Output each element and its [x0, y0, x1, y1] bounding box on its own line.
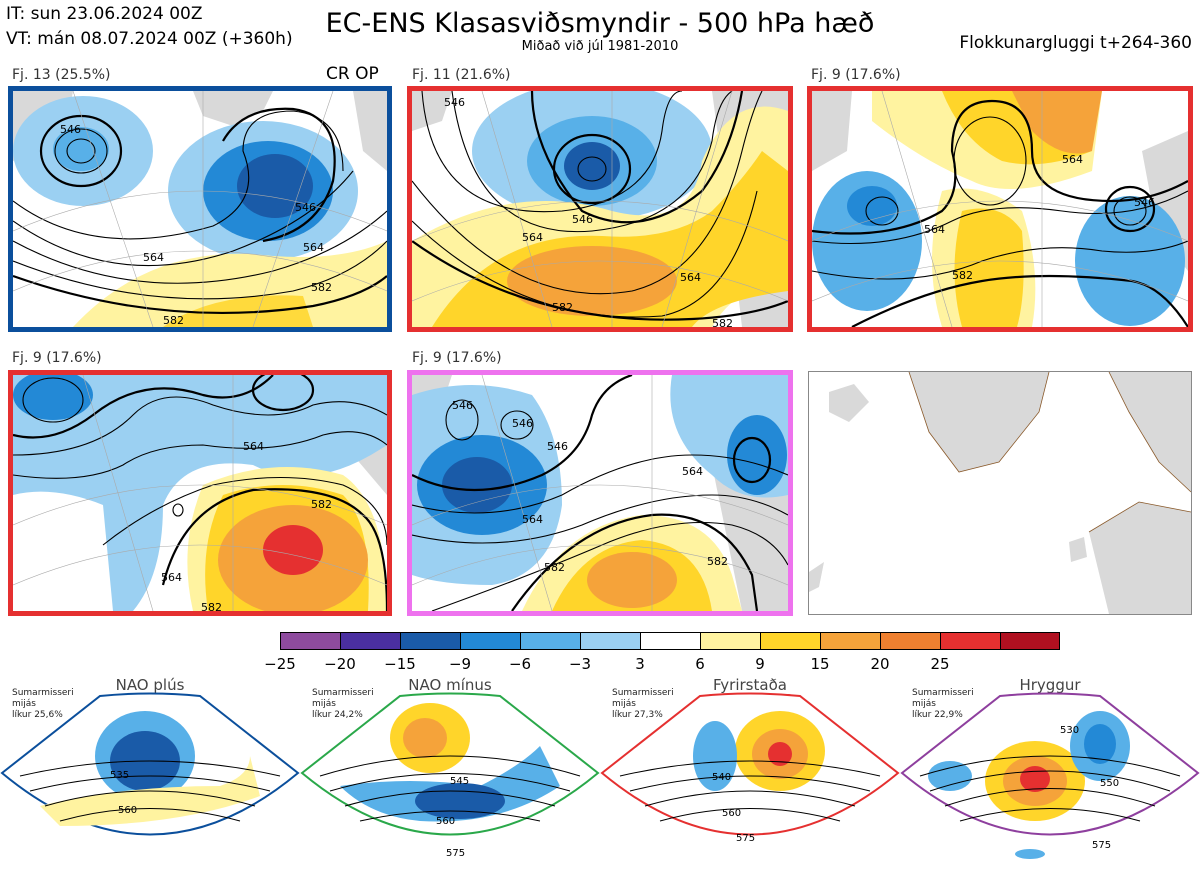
regime-ridge[interactable]: Hryggur Sumarmisseri mijás líkur 22,9% 530… [900, 676, 1200, 871]
colorbar-tick-label: −25 [264, 655, 296, 673]
cluster-map-1[interactable]: 546 564 546 564 582 582 [8, 86, 392, 332]
colorbar-segment [1000, 632, 1060, 650]
colorbar-tick-label: −6 [508, 655, 532, 673]
contour-label: 582 [952, 269, 973, 282]
contour-label: 575 [446, 848, 465, 859]
contour-label: 546 [1134, 196, 1155, 209]
colorbar-segment [340, 632, 400, 650]
contour-label: 582 [707, 555, 728, 568]
contour-label: 564 [143, 251, 164, 264]
regime-title: NAO plús [115, 676, 185, 694]
colorbar-segment [940, 632, 1000, 650]
contour-label: 546 [444, 96, 465, 109]
page-title: EC-ENS Klasasviðsmyndir - 500 hPa hæð [325, 8, 875, 39]
contour-label: 540 [712, 772, 731, 783]
contour-label: 582 [163, 314, 184, 327]
contour-label: 564 [1062, 153, 1083, 166]
contour-label: 564 [522, 513, 543, 526]
colorbar-segment [400, 632, 460, 650]
colorbar-tick-label: 9 [755, 655, 765, 673]
colorbar-segment [580, 632, 640, 650]
contour-label: 564 [522, 231, 543, 244]
contour-label: 582 [311, 498, 332, 511]
contour-label: 575 [736, 833, 755, 844]
colorbar-tick-label: 6 [695, 655, 705, 673]
contour-label: 546 [60, 123, 81, 136]
contour-label: 546 [452, 399, 473, 412]
contour-label: 545 [450, 776, 469, 787]
base-map[interactable] [808, 371, 1192, 615]
colorbar-segment [700, 632, 760, 650]
cluster-label-5: Fj. 9 (17.6%) [412, 350, 502, 366]
colorbar-segment [460, 632, 520, 650]
regime-note: Sumarmisseri mijás líkur 24,2% [312, 688, 374, 720]
contour-label: 546 [572, 213, 593, 226]
control-operational-marker: CR OP [326, 64, 379, 84]
regime-title: NAO mínus [408, 676, 492, 694]
contour-label: 564 [924, 223, 945, 236]
cluster-map-4[interactable]: 564 582 564 582 [8, 370, 392, 616]
regime-title: Hryggur [1019, 676, 1081, 694]
cluster-map-5[interactable]: 546 546 546 564 564 582 582 [407, 370, 793, 616]
contour-label: 575 [1092, 840, 1111, 851]
colorbar-tick-label: 15 [810, 655, 830, 673]
colorbar-tick-label: −20 [324, 655, 356, 673]
contour-label: 582 [201, 601, 222, 611]
colorbar-segment [760, 632, 820, 650]
contour-label: 564 [682, 465, 703, 478]
colorbar-segment [820, 632, 880, 650]
contour-label: 564 [161, 571, 182, 584]
regime-note: Sumarmisseri mijás líkur 25,6% [12, 688, 74, 720]
regime-block[interactable]: Fyrirstaða Sumarmisseri mijás líkur 27,3% … [600, 676, 900, 871]
contour-label: 582 [311, 281, 332, 294]
init-time: IT: sun 23.06.2024 00Z [6, 4, 203, 24]
cluster-label-1: Fj. 13 (25.5%) [12, 67, 111, 83]
contour-label: 546 [295, 201, 316, 214]
colorbar-tick-label: 20 [870, 655, 890, 673]
contour-label: 546 [547, 440, 568, 453]
contour-label: 530 [1060, 725, 1079, 736]
regime-nao-minus[interactable]: NAO mínus Sumarmisseri mijás líkur 24,2% 5… [300, 676, 600, 871]
cluster-map-2[interactable]: 546 564 582 564 582 546 [407, 86, 793, 332]
regime-note: Sumarmisseri mijás líkur 27,3% [612, 688, 674, 720]
valid-time: VT: mán 08.07.2024 00Z (+360h) [6, 29, 293, 49]
contour-label: 560 [722, 808, 741, 819]
cluster-label-2: Fj. 11 (21.6%) [412, 67, 511, 83]
page-subtitle: Miðað við júl 1981-2010 [521, 39, 679, 54]
regime-nao-plus[interactable]: NAO plús Sumarmisseri mijás líkur 25,6% 53… [0, 676, 300, 871]
contour-label: 560 [118, 805, 137, 816]
classification-window: Flokkunargluggi t+264-360 [959, 33, 1192, 53]
colorbar-segment [520, 632, 580, 650]
contour-label: 550 [1100, 778, 1119, 789]
contour-label: 546 [512, 417, 533, 430]
contour-label: 582 [544, 561, 565, 574]
contour-label: 582 [552, 301, 573, 314]
colorbar-tick-label: −3 [568, 655, 592, 673]
contour-label: 564 [303, 241, 324, 254]
colorbar-tick-label: 3 [635, 655, 645, 673]
colorbar-tick-label: −15 [384, 655, 416, 673]
contour-label: 582 [712, 317, 733, 327]
contour-label: 560 [436, 816, 455, 827]
cluster-map-3[interactable]: 564 582 564 546 [807, 86, 1193, 332]
colorbar-segment [640, 632, 700, 650]
colorbar-tick-label: −9 [448, 655, 472, 673]
regime-note: Sumarmisseri mijás líkur 22,9% [912, 688, 974, 720]
regime-title: Fyrirstaða [713, 676, 787, 694]
cluster-label-3: Fj. 9 (17.6%) [811, 67, 901, 83]
colorbar-segment [280, 632, 340, 650]
contour-label: 564 [680, 271, 701, 284]
cluster-label-4: Fj. 9 (17.6%) [12, 350, 102, 366]
colorbar-segment [880, 632, 940, 650]
contour-label: 564 [243, 440, 264, 453]
colorbar-tick-label: 25 [930, 655, 950, 673]
contour-label: 535 [110, 770, 129, 781]
